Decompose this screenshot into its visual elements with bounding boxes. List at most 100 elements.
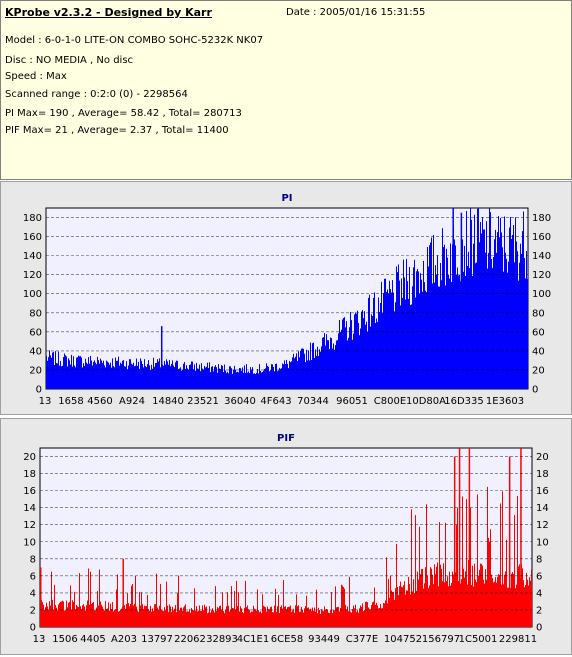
bar — [190, 364, 191, 389]
bar — [426, 292, 427, 389]
bar — [156, 573, 157, 627]
bar — [449, 571, 450, 627]
bar — [481, 233, 482, 389]
bar — [275, 588, 276, 627]
bar — [491, 574, 492, 627]
bar — [66, 600, 67, 627]
bar — [507, 272, 508, 389]
bar — [304, 353, 305, 389]
bar — [469, 267, 470, 389]
y-tick-label-right: 14 — [536, 503, 549, 514]
bar — [113, 611, 114, 627]
bar-spike — [453, 456, 456, 627]
bar — [531, 569, 532, 627]
bar — [471, 219, 472, 389]
bar — [140, 358, 141, 389]
bar — [454, 239, 455, 389]
bar — [87, 600, 88, 627]
bar — [119, 611, 120, 627]
bar — [516, 241, 517, 389]
bar — [415, 515, 416, 627]
bar — [295, 605, 296, 627]
bar — [59, 365, 60, 389]
bar — [479, 242, 480, 389]
bar — [286, 359, 287, 389]
bar — [226, 606, 227, 627]
bar — [235, 369, 236, 389]
bar — [433, 584, 434, 627]
bar — [490, 529, 491, 627]
bar — [360, 328, 361, 389]
bar — [490, 212, 491, 389]
bar — [404, 277, 405, 389]
bar — [155, 363, 156, 389]
bar — [104, 610, 105, 627]
bar — [152, 608, 153, 627]
bar — [447, 257, 448, 389]
bar — [377, 321, 378, 389]
bar — [487, 268, 488, 389]
bar — [118, 611, 119, 627]
bar — [96, 364, 97, 389]
bar — [425, 567, 426, 627]
bar — [169, 604, 170, 627]
bar — [395, 302, 396, 389]
bar — [441, 280, 442, 389]
bar — [508, 261, 509, 389]
bar — [90, 571, 91, 627]
bar — [103, 608, 104, 627]
bar — [205, 367, 206, 389]
bar — [86, 362, 87, 389]
bar — [241, 608, 242, 627]
bar — [251, 369, 252, 389]
bar — [325, 609, 326, 627]
bar — [418, 271, 419, 389]
bar — [108, 362, 109, 389]
bar — [105, 601, 106, 627]
bar — [330, 337, 331, 389]
bar — [257, 589, 258, 627]
bar — [234, 591, 235, 627]
bar — [260, 611, 261, 627]
bar — [248, 609, 249, 627]
x-tick-label: 96051 — [336, 396, 368, 407]
y-tick-label-left: 2 — [30, 605, 36, 616]
bar — [237, 371, 238, 389]
bar — [150, 370, 151, 389]
bar — [265, 368, 266, 389]
bar — [464, 577, 465, 627]
bar — [74, 365, 75, 389]
bar — [298, 605, 299, 627]
bar — [448, 586, 449, 627]
x-tick-label: 16D335 — [444, 396, 484, 407]
bar — [240, 606, 241, 627]
bar — [332, 348, 333, 389]
bar — [318, 356, 319, 389]
bar — [317, 346, 318, 389]
bar — [462, 496, 463, 627]
bar — [115, 357, 116, 389]
bar — [384, 603, 385, 627]
bar — [202, 368, 203, 389]
x-tick-label: 4560 — [87, 396, 112, 407]
bar — [238, 592, 239, 627]
bar — [426, 504, 427, 627]
bar — [54, 584, 55, 627]
bar — [239, 368, 240, 389]
bar-spike — [122, 558, 124, 627]
bar — [493, 256, 494, 389]
bar — [94, 360, 95, 389]
bar — [473, 243, 474, 389]
bar — [258, 373, 259, 389]
bar — [486, 579, 487, 627]
bar — [50, 605, 51, 627]
bar — [140, 605, 141, 627]
bar — [411, 304, 412, 389]
bar — [158, 609, 159, 627]
bar — [76, 605, 77, 627]
bar — [413, 267, 414, 389]
bar — [168, 364, 169, 389]
bar — [505, 571, 506, 627]
bar — [227, 592, 228, 627]
bar — [299, 357, 300, 389]
